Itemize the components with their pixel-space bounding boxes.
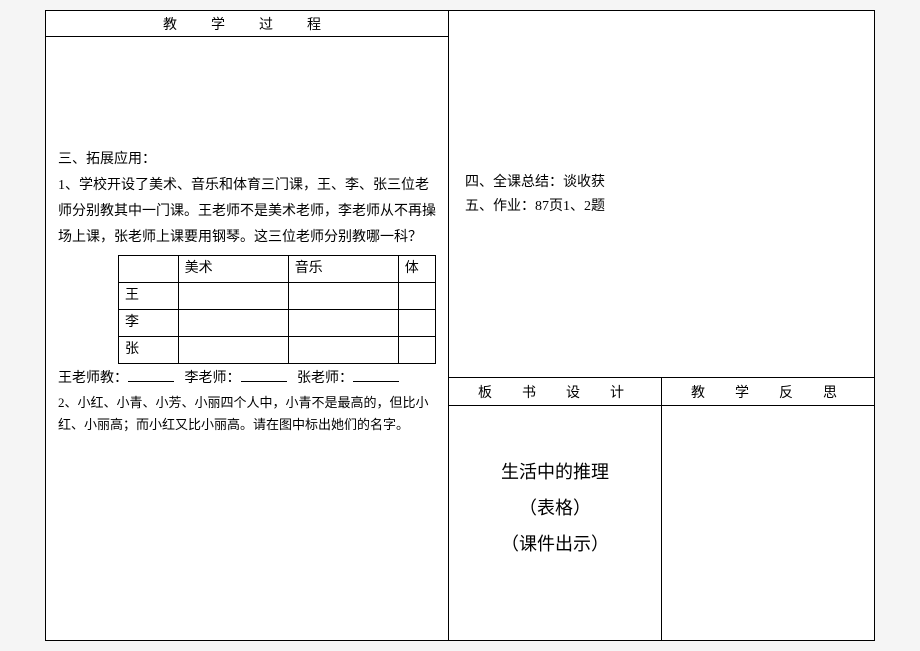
right-header-row: 板 书 设 计 教 学 反 思 [449, 378, 875, 406]
table-cell [288, 310, 398, 337]
table-row: 王 [119, 283, 436, 310]
table-cell: 张 [119, 337, 179, 364]
blank-field[interactable] [241, 366, 287, 382]
table-cell [178, 283, 288, 310]
board-line3: （课件出示） [501, 526, 609, 562]
li-label: 李老师： [185, 371, 241, 386]
section3-q1: 1、学校开设了美术、音乐和体育三门课，王、李、张三位老师分别教其中一门课。王老师… [58, 173, 436, 251]
table-cell: 美术 [178, 256, 288, 283]
table-cell [288, 283, 398, 310]
right-top-panel: 四、全课总结：谈收获 五、作业：87页1、2题 [449, 10, 875, 378]
reflection-header: 教 学 反 思 [662, 378, 875, 406]
table-cell: 李 [119, 310, 179, 337]
left-header: 教 学 过 程 [46, 11, 448, 37]
board-line2: （表格） [519, 490, 591, 526]
board-design-content: 生活中的推理 （表格） （课件出示） [449, 406, 662, 641]
table-cell: 王 [119, 283, 179, 310]
section3-title: 三、拓展应用： [58, 147, 436, 173]
table-cell [178, 337, 288, 364]
table-cell [398, 310, 435, 337]
left-panel: 教 学 过 程 三、拓展应用： 1、学校开设了美术、音乐和体育三门课，王、李、张… [45, 10, 449, 641]
blank-field[interactable] [128, 366, 174, 382]
answer-blanks-line: 王老师教： 李老师： 张老师： [58, 366, 436, 392]
subject-table: 美术 音乐 体 王 李 张 [118, 255, 436, 364]
table-row: 李 [119, 310, 436, 337]
table-cell [398, 337, 435, 364]
table-row: 美术 音乐 体 [119, 256, 436, 283]
blank-field[interactable] [353, 366, 399, 382]
reflection-content [662, 406, 875, 641]
table-cell: 音乐 [288, 256, 398, 283]
right-bottom-row: 生活中的推理 （表格） （课件出示） [449, 406, 875, 641]
homework-line: 五、作业：87页1、2题 [465, 195, 858, 219]
section3-q2: 2、小红、小青、小芳、小丽四个人中，小青不是最高的，但比小红、小丽高；而小红又比… [58, 392, 436, 436]
table-cell [398, 283, 435, 310]
table-cell: 体 [398, 256, 435, 283]
wang-label: 王老师教： [58, 371, 128, 386]
table-row: 张 [119, 337, 436, 364]
left-body: 三、拓展应用： 1、学校开设了美术、音乐和体育三门课，王、李、张三位老师分别教其… [46, 37, 448, 448]
table-cell [288, 337, 398, 364]
lesson-plan-page: 教 学 过 程 三、拓展应用： 1、学校开设了美术、音乐和体育三门课，王、李、张… [45, 10, 875, 641]
zhang-label: 张老师： [297, 371, 353, 386]
board-line1: 生活中的推理 [501, 454, 609, 490]
table-cell [178, 310, 288, 337]
table-cell [119, 256, 179, 283]
summary-line: 四、全课总结：谈收获 [465, 171, 858, 195]
board-design-header: 板 书 设 计 [449, 378, 662, 406]
